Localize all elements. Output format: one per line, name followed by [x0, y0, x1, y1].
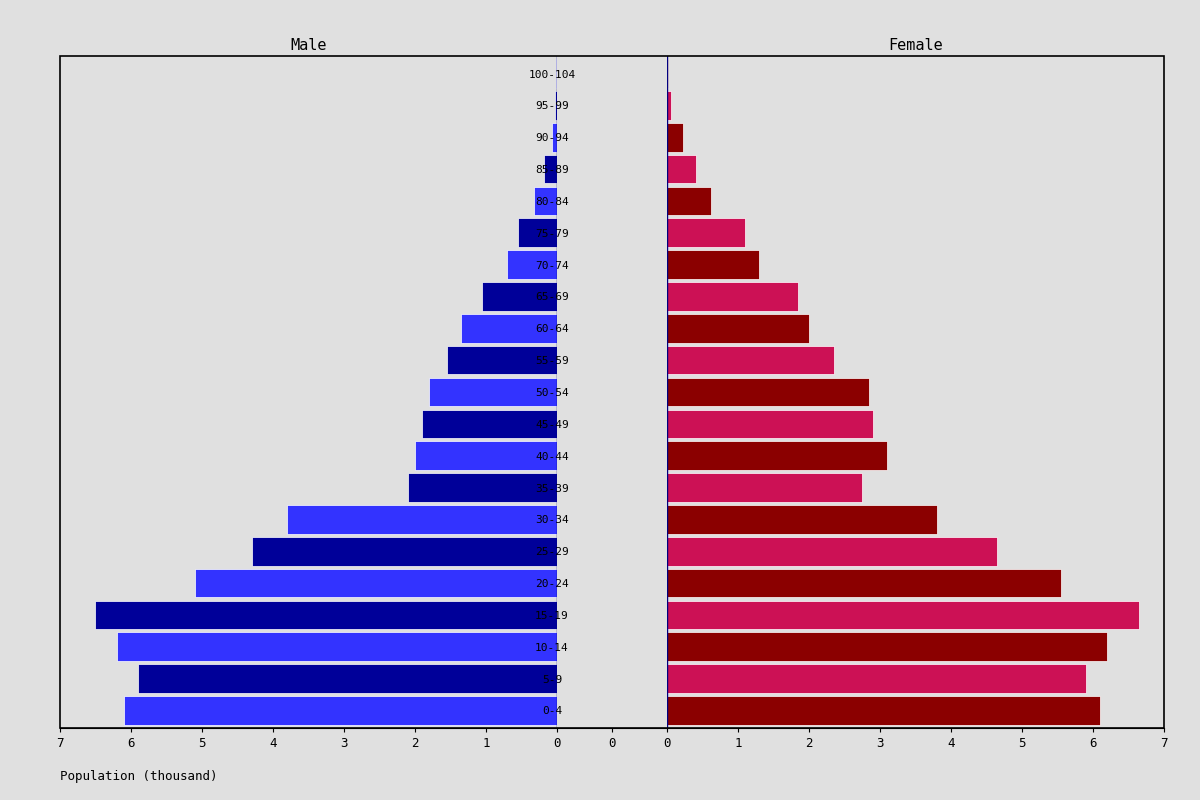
Bar — [667, 696, 1100, 725]
Bar — [461, 314, 557, 342]
Bar — [667, 250, 760, 279]
Bar — [667, 442, 887, 470]
Bar — [287, 505, 557, 534]
Bar — [430, 378, 557, 406]
Bar — [667, 505, 937, 534]
Bar — [96, 601, 557, 630]
Bar — [534, 186, 557, 215]
Bar — [415, 442, 557, 470]
Bar — [124, 696, 557, 725]
Bar — [422, 410, 557, 438]
Bar — [667, 314, 809, 342]
Bar — [667, 410, 874, 438]
Bar — [667, 282, 798, 310]
Bar — [667, 664, 1086, 693]
Bar — [517, 218, 557, 247]
Text: Population (thousand): Population (thousand) — [60, 770, 217, 783]
Bar — [252, 537, 557, 566]
Bar — [482, 282, 557, 310]
Bar — [446, 346, 557, 374]
Bar — [667, 346, 834, 374]
Bar — [508, 250, 557, 279]
Title: Male: Male — [290, 38, 326, 54]
Bar — [667, 474, 863, 502]
Bar — [667, 154, 696, 183]
Bar — [194, 569, 557, 598]
Bar — [667, 186, 712, 215]
Bar — [552, 123, 557, 151]
Bar — [544, 154, 557, 183]
Bar — [667, 601, 1139, 630]
Title: Female: Female — [888, 38, 943, 54]
Bar — [667, 123, 683, 151]
Bar — [116, 633, 557, 661]
Bar — [667, 569, 1061, 598]
Bar — [667, 378, 870, 406]
Bar — [667, 633, 1108, 661]
Bar — [138, 664, 557, 693]
Bar — [667, 537, 997, 566]
Bar — [667, 91, 671, 120]
Bar — [667, 218, 745, 247]
Bar — [408, 474, 557, 502]
Bar — [556, 91, 557, 120]
